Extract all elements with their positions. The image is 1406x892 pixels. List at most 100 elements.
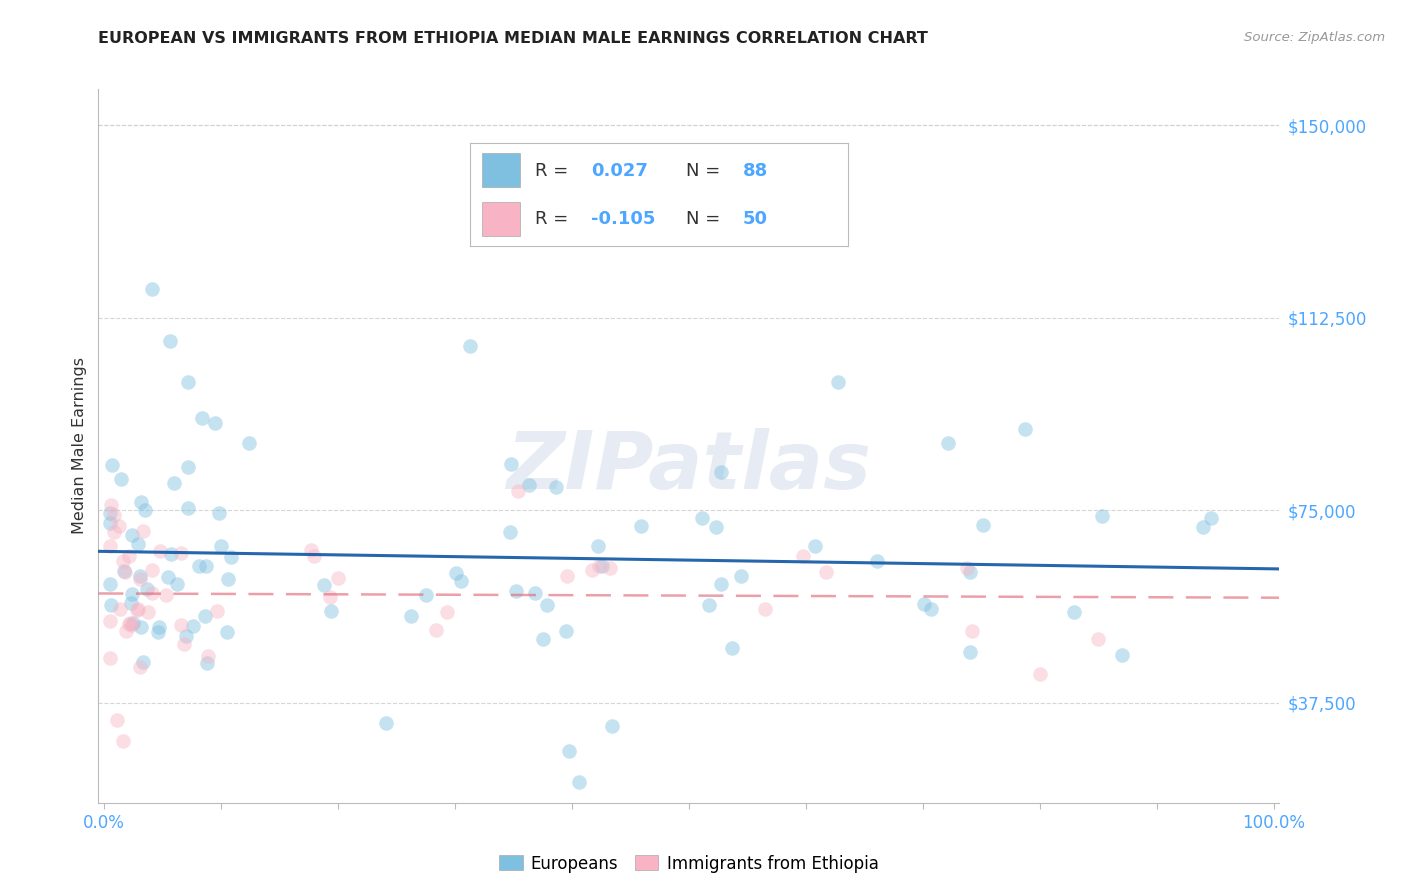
Point bbox=[815, 565, 838, 579]
FancyBboxPatch shape bbox=[482, 153, 520, 187]
Text: R =: R = bbox=[534, 161, 574, 179]
Point bbox=[98, 516, 121, 530]
Point bbox=[314, 578, 336, 592]
Point bbox=[920, 602, 942, 616]
Point bbox=[866, 554, 889, 568]
Point bbox=[118, 549, 141, 563]
Point bbox=[972, 518, 994, 533]
Point bbox=[132, 656, 155, 670]
Point bbox=[1091, 508, 1114, 523]
Text: Source: ZipAtlas.com: Source: ZipAtlas.com bbox=[1244, 31, 1385, 45]
Point bbox=[536, 599, 558, 613]
Point bbox=[191, 410, 214, 425]
Point bbox=[204, 416, 226, 430]
Legend: Europeans, Immigrants from Ethiopia: Europeans, Immigrants from Ethiopia bbox=[492, 848, 886, 880]
Point bbox=[827, 375, 849, 389]
Point bbox=[936, 436, 959, 450]
Point bbox=[132, 524, 155, 538]
Point bbox=[1199, 511, 1222, 525]
Text: R =: R = bbox=[534, 211, 574, 228]
Point bbox=[588, 559, 610, 574]
Point bbox=[108, 518, 131, 533]
Point bbox=[149, 544, 172, 558]
Point bbox=[159, 334, 181, 348]
Point bbox=[436, 605, 458, 619]
Point bbox=[187, 559, 209, 574]
Point bbox=[956, 560, 979, 574]
Point bbox=[194, 559, 217, 574]
Point bbox=[217, 572, 239, 586]
Point bbox=[112, 564, 135, 578]
Text: EUROPEAN VS IMMIGRANTS FROM ETHIOPIA MEDIAN MALE EARNINGS CORRELATION CHART: EUROPEAN VS IMMIGRANTS FROM ETHIOPIA MED… bbox=[98, 31, 928, 46]
Point bbox=[120, 596, 142, 610]
Point bbox=[219, 550, 242, 565]
Point bbox=[499, 524, 522, 539]
Point bbox=[105, 713, 128, 727]
Point bbox=[129, 620, 152, 634]
Point bbox=[399, 608, 422, 623]
Point bbox=[112, 554, 135, 568]
Point bbox=[1063, 605, 1085, 619]
Point bbox=[101, 458, 124, 472]
Point bbox=[112, 734, 135, 748]
Point bbox=[129, 569, 152, 583]
Text: 50: 50 bbox=[742, 211, 768, 228]
Point bbox=[134, 503, 156, 517]
Text: 0.027: 0.027 bbox=[592, 161, 648, 179]
Point bbox=[754, 602, 776, 616]
Point bbox=[710, 465, 733, 479]
Point bbox=[127, 537, 149, 551]
Point bbox=[194, 609, 217, 624]
Point bbox=[177, 375, 200, 389]
Point bbox=[141, 563, 163, 577]
Point bbox=[959, 566, 981, 580]
Point bbox=[207, 604, 229, 618]
Point bbox=[602, 719, 624, 733]
Point bbox=[155, 588, 177, 602]
Point bbox=[103, 524, 125, 539]
Point bbox=[208, 506, 231, 520]
Point bbox=[115, 624, 138, 638]
Point bbox=[197, 649, 219, 664]
Point bbox=[98, 506, 121, 520]
Point bbox=[792, 549, 814, 563]
Point bbox=[555, 569, 578, 583]
Point bbox=[128, 660, 150, 674]
Point bbox=[170, 618, 193, 632]
Point bbox=[591, 558, 613, 573]
Point bbox=[505, 584, 527, 599]
Point bbox=[721, 640, 744, 655]
Point bbox=[1192, 520, 1215, 534]
Point bbox=[103, 508, 125, 523]
Point bbox=[121, 586, 143, 600]
Point bbox=[1111, 648, 1133, 662]
Point bbox=[697, 599, 720, 613]
Point bbox=[148, 620, 170, 634]
Point bbox=[118, 616, 141, 631]
Point bbox=[630, 519, 652, 533]
Point bbox=[173, 637, 195, 651]
Text: ZIPatlas: ZIPatlas bbox=[506, 428, 872, 507]
FancyBboxPatch shape bbox=[482, 202, 520, 235]
Point bbox=[122, 616, 145, 631]
Point bbox=[121, 527, 143, 541]
Point bbox=[499, 457, 522, 471]
Point bbox=[98, 651, 121, 665]
Point bbox=[544, 480, 567, 494]
Point bbox=[159, 547, 181, 561]
Point bbox=[127, 602, 149, 616]
Point bbox=[804, 539, 827, 553]
Point bbox=[531, 632, 554, 646]
Point bbox=[163, 475, 186, 490]
Point bbox=[302, 549, 325, 563]
Point bbox=[174, 629, 197, 643]
Point bbox=[375, 716, 398, 731]
Point bbox=[217, 624, 239, 639]
Point bbox=[458, 339, 481, 353]
Point bbox=[517, 477, 540, 491]
Point bbox=[129, 495, 152, 509]
Point bbox=[209, 539, 232, 553]
Point bbox=[912, 597, 935, 611]
Point bbox=[141, 282, 163, 296]
Text: -0.105: -0.105 bbox=[592, 211, 655, 228]
